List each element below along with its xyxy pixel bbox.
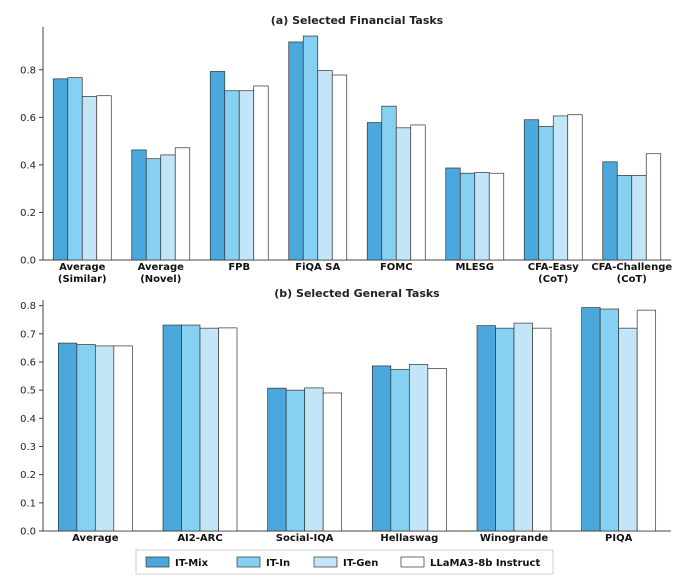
bar-llama3-8b-instruct-cfa-easy-cot (567, 114, 583, 261)
y-tick-label: 0.8 (20, 65, 36, 76)
bar-it-in-average-novel (145, 158, 162, 261)
bar-it-mix-average-novel (131, 149, 147, 261)
bar-it-in-fiqa-sa (302, 35, 319, 261)
bar-it-gen-cfa-easy-cot (552, 115, 569, 261)
bar-it-in-mlesg (459, 172, 476, 261)
bar-it-mix-average-similar (52, 78, 69, 261)
y-tick-label: 0.3 (20, 442, 36, 453)
category-label: Average (72, 533, 119, 544)
bar-it-gen-fiqa-sa (317, 70, 333, 261)
bar-it-in-cfa-challenge-cot (616, 175, 633, 261)
category-label: AI2-ARC (177, 533, 222, 544)
category-label: PIQA (605, 533, 633, 544)
bar-it-mix-ai2-arc (162, 324, 182, 532)
bar-it-mix-piqa (581, 307, 601, 532)
bar-llama3-8b-instruct-fpb (253, 85, 269, 261)
bar-it-in-cfa-easy-cot (538, 126, 554, 261)
y-tick-label: 0.0 (20, 527, 36, 538)
category-label: CFA-Easy (CoT) (528, 262, 579, 285)
category-label: Hellaswag (380, 533, 438, 544)
bar-it-gen-average (94, 345, 115, 532)
general-tasks-panel: (b) Selected General Tasks 0.0 0.1 0.2 0.3 0… (20, 287, 671, 544)
bar-llama3-8b-instruct-ai2-arc (218, 327, 238, 532)
bar-llama3-8b-instruct-average (113, 345, 133, 532)
bar-it-in-social-iqa (285, 389, 306, 532)
category-label: Average (Novel) (138, 262, 185, 285)
category-label: FOMC (380, 262, 413, 273)
bar-it-gen-cfa-challenge-cot (631, 175, 647, 261)
y-tick-label: 0.8 (20, 301, 36, 312)
bar-llama3-8b-instruct-cfa-challenge-cot (645, 153, 662, 261)
financial-panel-title: (a) Selected Financial Tasks (271, 14, 444, 27)
legend-swatch-it-in (236, 556, 261, 568)
bar-it-in-piqa (599, 308, 620, 532)
bar-it-gen-average-novel (160, 154, 176, 261)
bar-it-gen-hellaswag (408, 364, 429, 532)
bar-it-mix-fiqa-sa (288, 41, 304, 261)
bar-it-mix-winogrande (476, 325, 496, 532)
bar-it-mix-average (57, 342, 78, 532)
bar-it-mix-mlesg (445, 167, 461, 261)
bar-it-gen-mlesg (474, 172, 490, 261)
bar-it-gen-winogrande (513, 322, 533, 532)
bar-llama3-8b-instruct-fiqa-sa (331, 74, 348, 261)
bar-it-in-winogrande (495, 327, 515, 532)
legend-label-it-mix: IT-Mix (175, 558, 209, 569)
bar-it-in-fpb (224, 90, 240, 261)
y-tick-label: 0.5 (20, 386, 36, 397)
legend-swatch-llama3-8b-instruct (400, 556, 425, 568)
y-tick-label: 0.7 (20, 329, 36, 340)
general-panel-title: (b) Selected General Tasks (274, 287, 440, 300)
bar-it-mix-fomc (366, 122, 383, 261)
y-tick-label: 0.6 (20, 113, 36, 124)
category-label: FiQA SA (295, 262, 340, 273)
legend: IT-Mix IT-In IT-Gen LLaMA3-8b Instruct (135, 549, 554, 575)
bar-it-in-ai2-arc (181, 324, 201, 532)
bar-it-gen-fpb (238, 90, 255, 261)
y-tick-label: 0.2 (20, 208, 36, 219)
bar-llama3-8b-instruct-winogrande (532, 327, 552, 532)
y-tick-label: 0.4 (20, 160, 36, 171)
bar-it-gen-ai2-arc (199, 327, 219, 532)
bar-it-in-hellaswag (390, 368, 410, 532)
bar-it-mix-cfa-challenge-cot (602, 161, 618, 261)
bar-it-gen-fomc (395, 127, 412, 261)
bar-it-mix-social-iqa (267, 387, 287, 532)
legend-swatch-it-mix (145, 556, 170, 568)
category-label: Winogrande (480, 533, 549, 544)
category-label: Social-IQA (276, 533, 334, 544)
bar-llama3-8b-instruct-fomc (410, 124, 426, 261)
y-tick-label: 0.4 (20, 414, 36, 425)
legend-label-it-in: IT-In (266, 558, 290, 569)
bar-it-in-fomc (381, 105, 397, 261)
bar-llama3-8b-instruct-average-novel (174, 147, 191, 261)
legend-frame (135, 549, 554, 575)
category-label: MLESG (455, 262, 494, 273)
bar-it-in-average-similar (67, 77, 83, 261)
bar-llama3-8b-instruct-piqa (636, 309, 657, 532)
bar-it-gen-average-similar (81, 96, 98, 261)
legend-label-it-gen: IT-Gen (343, 558, 378, 569)
category-label: CFA-Challenge (CoT) (591, 262, 672, 285)
financial-tasks-panel: (a) Selected Financial Tasks 0.0 0.2 0.4 0.… (20, 14, 672, 285)
y-tick-label: 0.0 (20, 256, 36, 267)
bar-llama3-8b-instruct-average-similar (96, 95, 112, 261)
y-tick-label: 0.2 (20, 470, 36, 481)
bar-llama3-8b-instruct-mlesg (488, 172, 505, 261)
bar-it-mix-hellaswag (371, 365, 392, 532)
category-label: FPB (228, 262, 250, 273)
bar-llama3-8b-instruct-social-iqa (322, 392, 343, 532)
bar-llama3-8b-instruct-hellaswag (427, 368, 447, 532)
bar-it-gen-social-iqa (304, 387, 324, 532)
bar-it-gen-piqa (618, 327, 638, 532)
bar-it-in-average (76, 344, 96, 532)
bar-it-mix-fpb (209, 71, 226, 261)
legend-swatch-it-gen (313, 556, 338, 568)
bar-it-mix-cfa-easy-cot (523, 119, 540, 261)
legend-label-llama3-8b-instruct: LLaMA3-8b Instruct (430, 558, 540, 569)
category-label: Average (Similar) (58, 262, 107, 285)
y-tick-label: 0.6 (20, 357, 36, 368)
y-tick-label: 0.1 (20, 498, 36, 509)
